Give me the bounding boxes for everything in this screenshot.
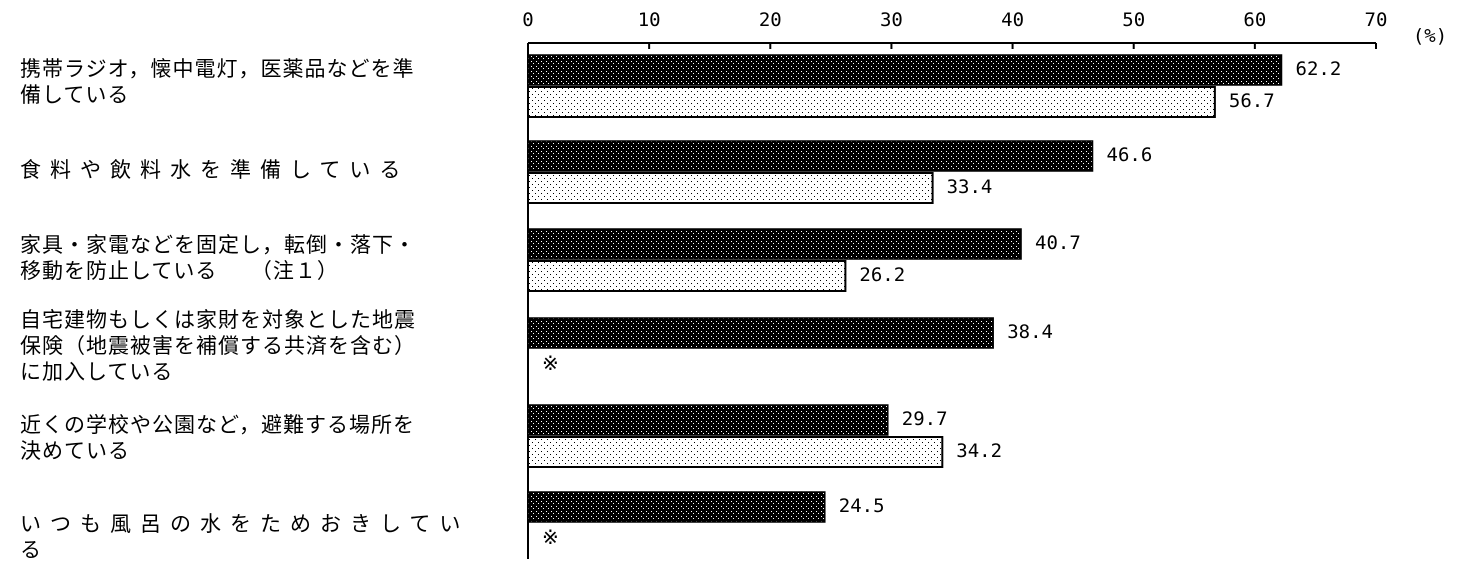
x-tick-label: 10 — [638, 9, 661, 31]
data-label-series-1: 62.2 — [1296, 58, 1342, 80]
unit-label: (%) — [1413, 25, 1447, 47]
data-label-series-2: 56.7 — [1229, 90, 1275, 112]
data-label-series-1: 40.7 — [1035, 232, 1081, 254]
data-label-series-2: 33.4 — [947, 176, 993, 198]
bar-series-2 — [527, 436, 944, 468]
x-tick-label: 70 — [1365, 9, 1388, 31]
not-surveyed-mark: ※ — [542, 525, 559, 549]
x-tick-label: 0 — [522, 9, 533, 31]
x-tick-label: 40 — [1001, 9, 1024, 31]
bar-series-1 — [527, 54, 1283, 86]
x-axis: 0 10 20 30 40 50 60 70 (%) — [522, 9, 1447, 559]
category-label: いつも風呂の水をためおきしている — [20, 512, 470, 562]
category-label: 食料や飲料水を準備している — [20, 158, 410, 182]
not-surveyed-mark: ※ — [542, 351, 559, 375]
bar-series-1 — [527, 140, 1094, 172]
data-label-series-1: 24.5 — [839, 495, 885, 517]
category-label: 自宅建物もしくは家財を対象とした地震 保険（地震被害を補償する共済を含む） に加… — [20, 308, 416, 384]
category-label: 家具・家電などを固定し，転倒・落下・ 移動を防止している （注１） — [20, 233, 416, 283]
data-label-series-2: 26.2 — [859, 264, 905, 286]
data-label-series-2: 34.2 — [956, 440, 1002, 462]
bars: 62.2 56.7 46.6 33.4 40.7 26.2 38.4 ※ 29.7 34.2 24.… — [527, 54, 1342, 549]
bar-series-1 — [527, 404, 889, 436]
x-tick-label: 60 — [1243, 9, 1266, 31]
x-tick-label: 30 — [880, 9, 903, 31]
data-label-series-1: 38.4 — [1007, 321, 1053, 343]
bar-series-1 — [527, 228, 1022, 260]
bar-series-1 — [527, 317, 994, 349]
bar-series-1 — [527, 491, 826, 523]
data-label-series-1: 46.6 — [1107, 144, 1153, 166]
category-label: 携帯ラジオ，懐中電灯，医薬品などを準 備している — [20, 57, 415, 107]
x-tick-label: 50 — [1122, 9, 1145, 31]
bar-series-2 — [527, 172, 934, 204]
bar-series-2 — [527, 86, 1216, 118]
x-tick-label: 20 — [759, 9, 782, 31]
data-label-series-1: 29.7 — [902, 408, 948, 430]
category-label: 近くの学校や公園など，避難する場所を 決めている — [20, 413, 415, 463]
bar-series-2 — [527, 260, 847, 292]
